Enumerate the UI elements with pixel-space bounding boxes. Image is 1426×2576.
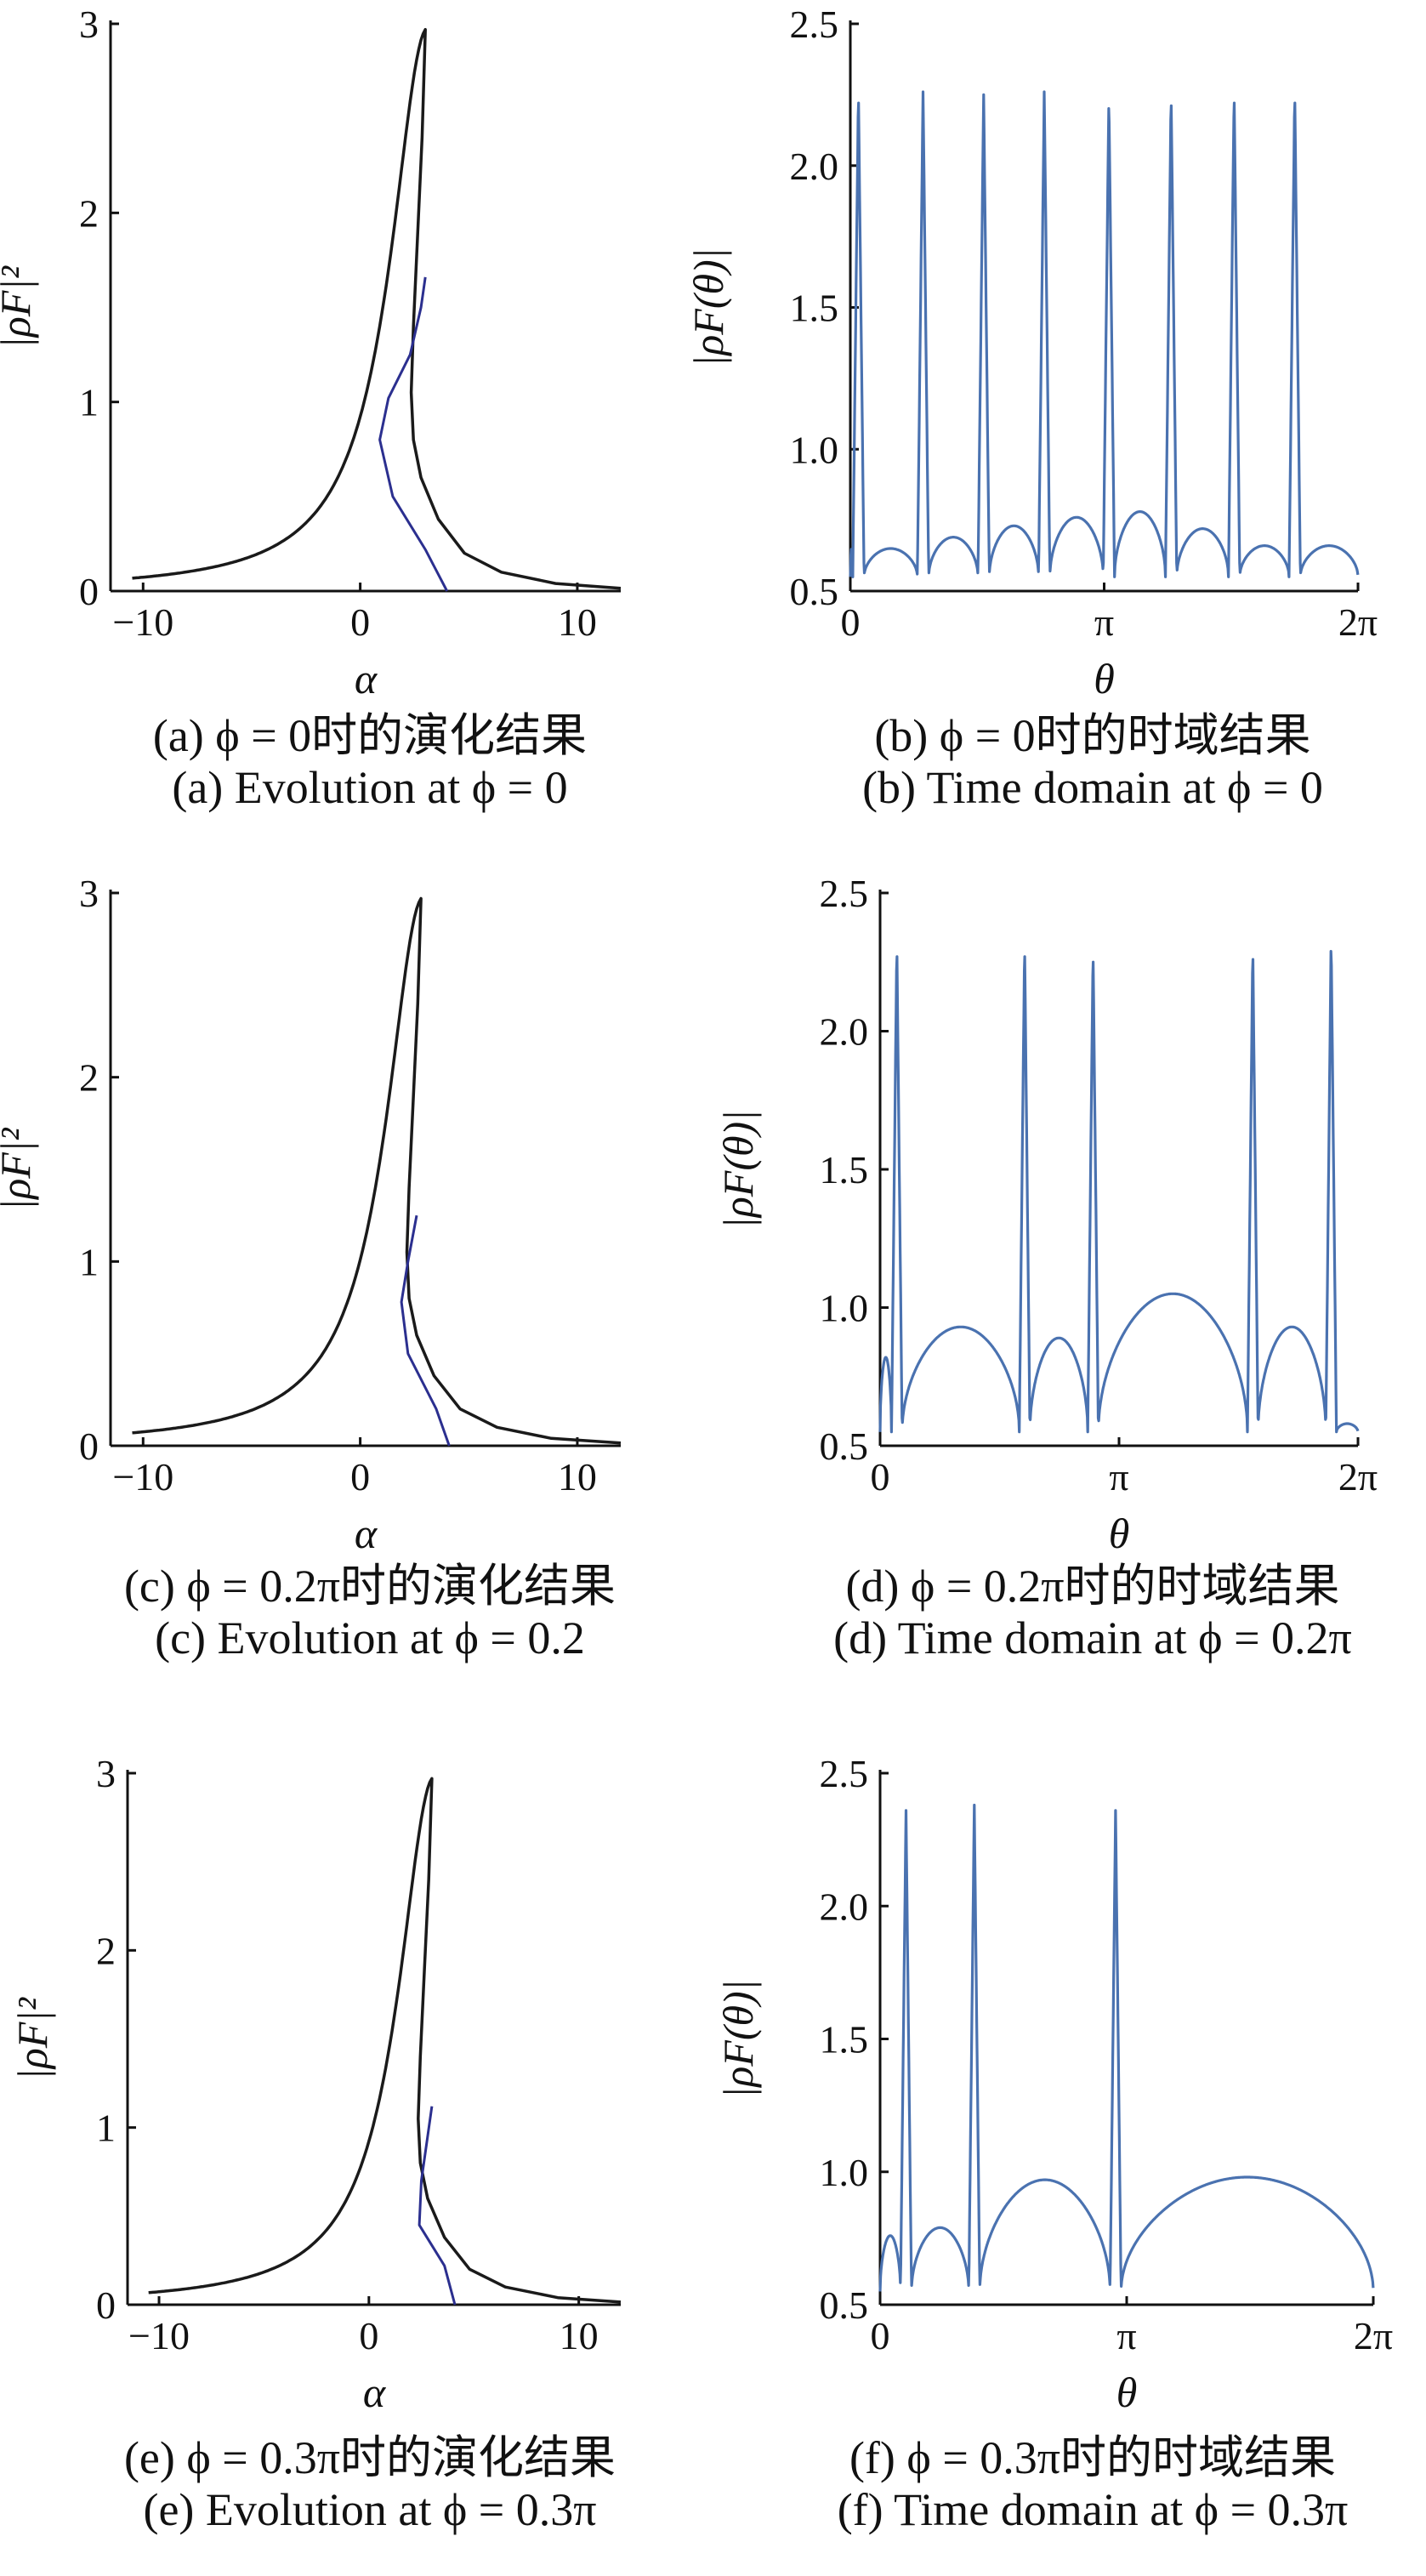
chart-panel-d: 0.5 1.0 1.5 2.0 2.5 0 π 2π θ |ρF(θ)| [714, 872, 1378, 1557]
x-axis-label: α [355, 1510, 378, 1557]
x-tick-label: π [1109, 1455, 1128, 1498]
series-black-curve [148, 1777, 622, 2304]
series-blue-curve [378, 276, 449, 592]
x-tick-label: −10 [112, 600, 173, 644]
y-tick-label: 0.5 [820, 2283, 869, 2327]
x-tick-label: 2π [1338, 600, 1378, 644]
y-tick-label: 2 [79, 1056, 99, 1100]
x-tick-label: 0 [841, 600, 861, 644]
series-black-curve [132, 27, 622, 590]
y-axis-label: |ρF(θ)| [685, 248, 732, 367]
y-tick-label: 2 [79, 191, 99, 235]
series-blue-curve [418, 2106, 457, 2306]
series-black-curve [132, 896, 622, 1445]
y-tick-label: 2.5 [790, 3, 839, 46]
y-tick-label: 1.5 [820, 2018, 869, 2061]
y-tick-label: 2 [96, 1929, 116, 1972]
x-axis-label: α [355, 655, 378, 702]
y-tick-label: 1.0 [820, 1287, 869, 1330]
x-tick-label: 10 [560, 2314, 599, 2357]
caption-en: (c) Evolution at ϕ = 0.2 [155, 1612, 585, 1663]
y-tick-label: 2.5 [820, 1752, 869, 1795]
y-tick-label: 1 [96, 2107, 116, 2150]
chart-panel-f: 0.5 1.0 1.5 2.0 2.5 0 π 2π θ |ρF(θ)| [714, 1752, 1393, 2416]
series-time-domain [878, 950, 1360, 1434]
caption-cn: (f) ϕ = 0.3π时的时域结果 [849, 2432, 1337, 2483]
x-tick-label: 0 [350, 600, 370, 644]
caption-cn: (c) ϕ = 0.2π时的演化结果 [123, 1561, 616, 1612]
caption-en: (e) Evolution at ϕ = 0.3π [143, 2484, 597, 2535]
y-tick-label: 3 [96, 1752, 116, 1795]
x-axis-label: α [363, 2368, 387, 2416]
x-axis-label: θ [1094, 655, 1115, 702]
chart-panel-a: 0 1 2 3 −10 0 10 α |ρF|² [0, 3, 622, 702]
y-tick-label: 2.0 [820, 1010, 869, 1054]
x-tick-label: π [1116, 2314, 1136, 2357]
caption-cn: (b) ϕ = 0时的时域结果 [874, 710, 1311, 761]
x-tick-label: 10 [558, 600, 597, 644]
y-tick-label: 1.5 [820, 1148, 869, 1191]
x-axis-label: θ [1116, 2368, 1138, 2416]
chart-panel-b: 0.5 1.0 1.5 2.0 2.5 0 π 2π θ |ρF(θ)| [685, 3, 1378, 702]
x-axis-label: θ [1109, 1510, 1130, 1557]
y-tick-label: 1.0 [790, 428, 839, 471]
y-tick-label: 1 [79, 381, 99, 424]
x-tick-label: π [1094, 600, 1114, 644]
caption-en: (a) Evolution at ϕ = 0 [172, 762, 568, 813]
y-tick-label: 2.0 [790, 145, 839, 188]
x-tick-label: 0 [359, 2314, 378, 2357]
y-axis-label: |ρF(θ)| [714, 1980, 762, 2099]
x-tick-label: 0 [871, 1455, 890, 1498]
x-tick-label: 2π [1338, 1455, 1378, 1498]
caption-cn: (e) ϕ = 0.3π时的演化结果 [123, 2432, 616, 2483]
x-tick-label: −10 [112, 1455, 173, 1498]
y-tick-label: 0.5 [790, 570, 839, 613]
caption-en: (d) Time domain at ϕ = 0.2π [833, 1612, 1352, 1663]
y-tick-label: 0 [96, 2283, 116, 2327]
x-tick-label: 0 [871, 2314, 890, 2357]
y-tick-label: 0.5 [820, 1424, 869, 1468]
y-tick-label: 1 [79, 1240, 99, 1283]
y-tick-label: 1.0 [820, 2151, 869, 2194]
series-time-domain [878, 1803, 1375, 2292]
series-time-domain [849, 90, 1360, 578]
caption-cn: (a) ϕ = 0时的演化结果 [152, 710, 588, 761]
x-tick-label: 2π [1354, 2314, 1393, 2357]
y-tick-label: 3 [79, 872, 99, 915]
chart-panel-e: 0 1 2 3 −10 0 10 α |ρF|² [9, 1752, 622, 2416]
y-axis-label: |ρF(θ)| [714, 1110, 762, 1229]
y-tick-label: 2.5 [820, 872, 869, 915]
y-tick-label: 0 [79, 1424, 99, 1468]
caption-en: (f) Time domain at ϕ = 0.3π [837, 2484, 1349, 2535]
caption-en: (b) Time domain at ϕ = 0 [862, 762, 1323, 813]
x-tick-label: 10 [558, 1455, 597, 1498]
caption-cn: (d) ϕ = 0.2π时的时域结果 [845, 1561, 1340, 1612]
y-axis-label: |ρF|² [9, 1997, 56, 2080]
y-axis-label: |ρF|² [0, 265, 39, 349]
y-tick-label: 0 [79, 570, 99, 613]
series-blue-curve [400, 1214, 451, 1447]
x-tick-label: 0 [350, 1455, 370, 1498]
chart-panel-c: 0 1 2 3 −10 0 10 α |ρF|² [0, 872, 622, 1557]
x-tick-label: −10 [128, 2314, 190, 2357]
y-axis-label: |ρF|² [0, 1127, 39, 1210]
y-tick-label: 1.5 [790, 287, 839, 330]
y-tick-label: 2.0 [820, 1885, 869, 1928]
y-tick-label: 3 [79, 3, 99, 46]
